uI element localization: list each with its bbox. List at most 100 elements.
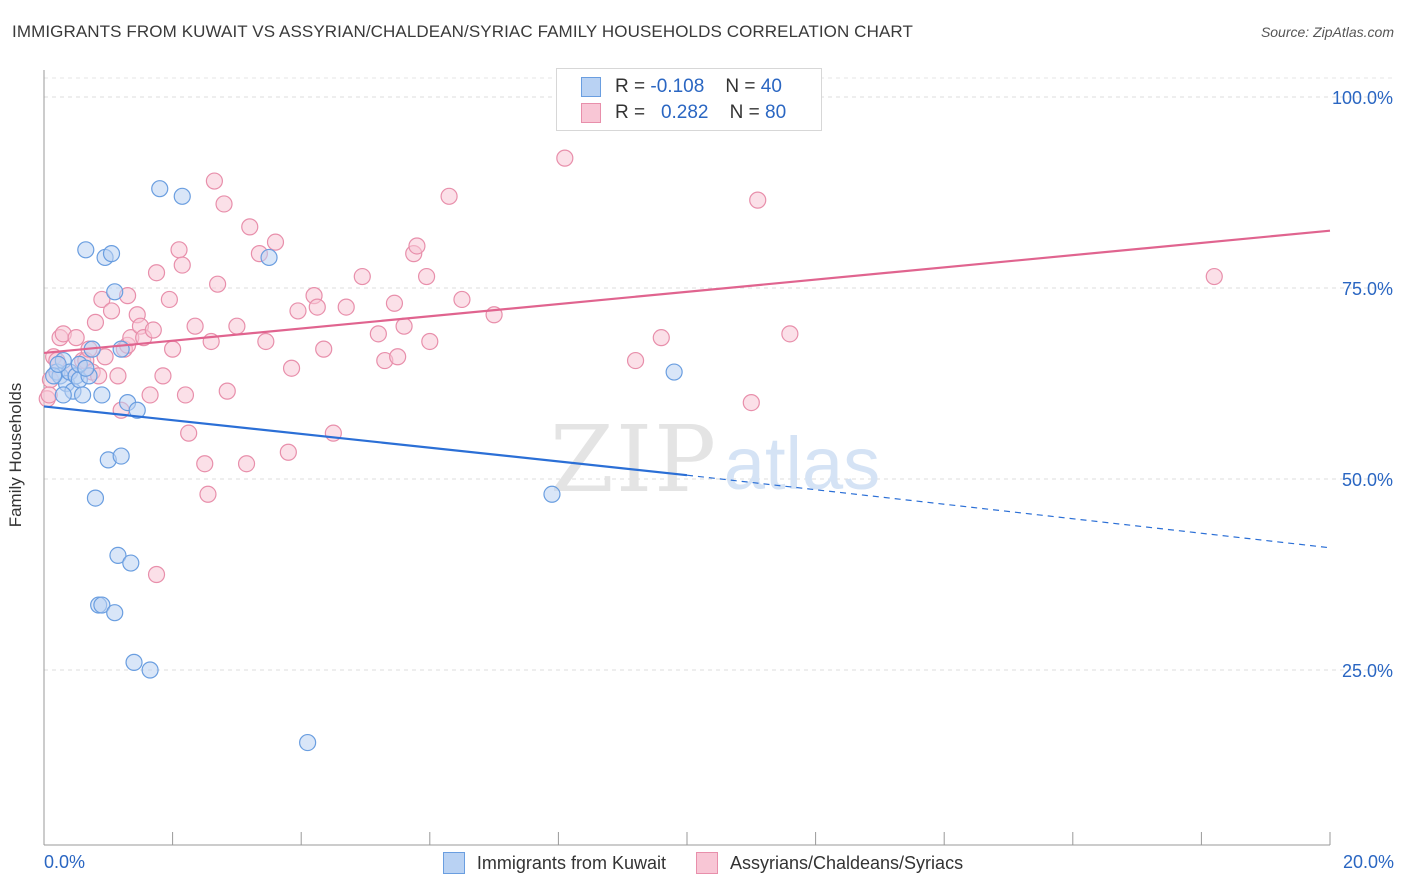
- point-assyrians-14: [93, 290, 111, 309]
- series-legend: Immigrants from Kuwait Assyrians/Chaldea…: [0, 852, 1406, 874]
- point-assyrians-33: [170, 241, 188, 259]
- point-kuwait-21: [109, 546, 127, 565]
- correlation-legend: R = -0.108 N = 40 R = 0.282 N = 80: [556, 68, 822, 131]
- point-assyrians-46: [237, 455, 256, 473]
- point-assyrians-58: [337, 298, 355, 316]
- point-kuwait-33: [543, 485, 561, 503]
- point-kuwait-8: [73, 386, 92, 404]
- point-assyrians-16: [102, 302, 121, 320]
- point-assyrians-62: [385, 294, 404, 312]
- point-assyrians-74: [652, 329, 670, 347]
- point-kuwait-19: [106, 604, 124, 622]
- point-kuwait-27: [128, 401, 146, 419]
- point-assyrians-60: [369, 325, 387, 343]
- legend-swatch-assyrians: [581, 103, 601, 123]
- point-assyrians-56: [315, 340, 333, 358]
- point-assyrians-73: [626, 351, 645, 370]
- point-assyrians-77: [781, 325, 799, 343]
- legend-n-label: N =: [725, 76, 756, 97]
- chart-source: Source: ZipAtlas.com: [1260, 24, 1394, 40]
- point-assyrians-28: [147, 565, 166, 584]
- point-kuwait-32: [299, 733, 317, 752]
- point-kuwait-30: [173, 187, 191, 205]
- point-assyrians-55: [308, 298, 326, 316]
- point-kuwait-36: [49, 355, 67, 373]
- y-tick-label-50: 50.0%: [1342, 470, 1393, 490]
- point-assyrians-29: [147, 264, 166, 282]
- watermark-atlas: atlas: [724, 422, 880, 505]
- y-axis-label: Family Households: [6, 382, 25, 528]
- point-assyrians-44: [218, 382, 236, 400]
- point-assyrians-17: [109, 367, 127, 385]
- point-assyrians-15: [96, 348, 114, 366]
- legend-swatch-kuwait: [581, 77, 601, 97]
- series-kuwait: [45, 180, 683, 752]
- point-assyrians-37: [186, 317, 204, 335]
- series-legend-item-assyrians: Assyrians/Chaldeans/Syriacs: [695, 852, 963, 874]
- point-assyrians-45: [228, 317, 246, 335]
- point-assyrians-53: [289, 302, 307, 320]
- point-assyrians-42: [209, 275, 227, 293]
- y-tick-label-75: 75.0%: [1342, 279, 1393, 299]
- point-kuwait-26: [125, 653, 143, 671]
- point-assyrians-51: [279, 443, 297, 461]
- point-kuwait-9: [77, 241, 95, 259]
- trend-line-assyrians: [43, 229, 1331, 355]
- point-assyrians-26: [141, 386, 159, 404]
- legend-n-label: N =: [729, 102, 760, 123]
- legend-r-label: R =: [615, 76, 646, 97]
- point-assyrians-72: [556, 149, 574, 167]
- point-kuwait-20: [106, 283, 124, 301]
- watermark: ZIP atlas: [550, 406, 880, 513]
- y-tick-labels: 25.0% 50.0% 75.0% 100.0%: [1332, 88, 1393, 681]
- y-tick-label-100: 100.0%: [1332, 88, 1393, 108]
- point-assyrians-69: [440, 187, 458, 205]
- point-assyrians-30: [154, 367, 172, 385]
- point-kuwait-31: [260, 248, 278, 267]
- point-kuwait-18: [102, 245, 121, 263]
- legend-n-value-kuwait: 40: [760, 76, 782, 97]
- y-tick-label-25: 25.0%: [1342, 661, 1393, 681]
- point-kuwait-15: [93, 386, 111, 404]
- point-kuwait-34: [665, 363, 683, 381]
- legend-row-kuwait: R = -0.108 N = 40: [581, 75, 782, 99]
- point-assyrians-63: [389, 348, 407, 366]
- point-assyrians-36: [180, 424, 198, 442]
- point-assyrians-70: [453, 290, 471, 309]
- point-kuwait-23: [112, 340, 130, 358]
- point-assyrians-41: [205, 172, 223, 190]
- point-assyrians-32: [164, 340, 182, 358]
- point-assyrians-39: [199, 485, 217, 503]
- point-kuwait-25: [122, 554, 140, 572]
- point-assyrians-43: [215, 195, 233, 213]
- point-assyrians-7: [67, 329, 85, 347]
- point-kuwait-22: [112, 447, 130, 465]
- point-assyrians-35: [176, 386, 195, 404]
- series-legend-swatch-assyrians: [695, 852, 718, 874]
- point-kuwait-37: [54, 386, 72, 404]
- point-assyrians-47: [241, 218, 259, 236]
- point-assyrians-59: [353, 267, 371, 286]
- trend-lines: [43, 229, 1331, 549]
- legend-n-value-assyrians: 80: [765, 102, 787, 123]
- point-assyrians-34: [173, 256, 191, 274]
- chart-title: IMMIGRANTS FROM KUWAIT VS ASSYRIAN/CHALD…: [12, 22, 913, 41]
- grid-lines: [44, 77, 1392, 671]
- point-kuwait-39: [77, 359, 95, 377]
- series-legend-label-kuwait: Immigrants from Kuwait: [476, 852, 666, 873]
- point-assyrians-68: [421, 332, 439, 351]
- point-assyrians-64: [395, 317, 413, 335]
- trend-line-kuwait-extension: [686, 474, 1331, 549]
- point-assyrians-78: [1205, 267, 1223, 286]
- point-assyrians-31: [160, 290, 178, 309]
- point-assyrians-27: [144, 321, 162, 339]
- x-tick-label-min: 0.0%: [44, 852, 86, 872]
- point-kuwait-29: [151, 180, 169, 198]
- point-assyrians-50: [266, 233, 285, 251]
- legend-row-assyrians: R = 0.282 N = 80: [581, 101, 786, 125]
- point-assyrians-12: [86, 313, 105, 331]
- point-assyrians-52: [282, 359, 301, 377]
- point-assyrians-75: [742, 394, 760, 412]
- legend-r-value-kuwait: -0.108: [650, 76, 705, 97]
